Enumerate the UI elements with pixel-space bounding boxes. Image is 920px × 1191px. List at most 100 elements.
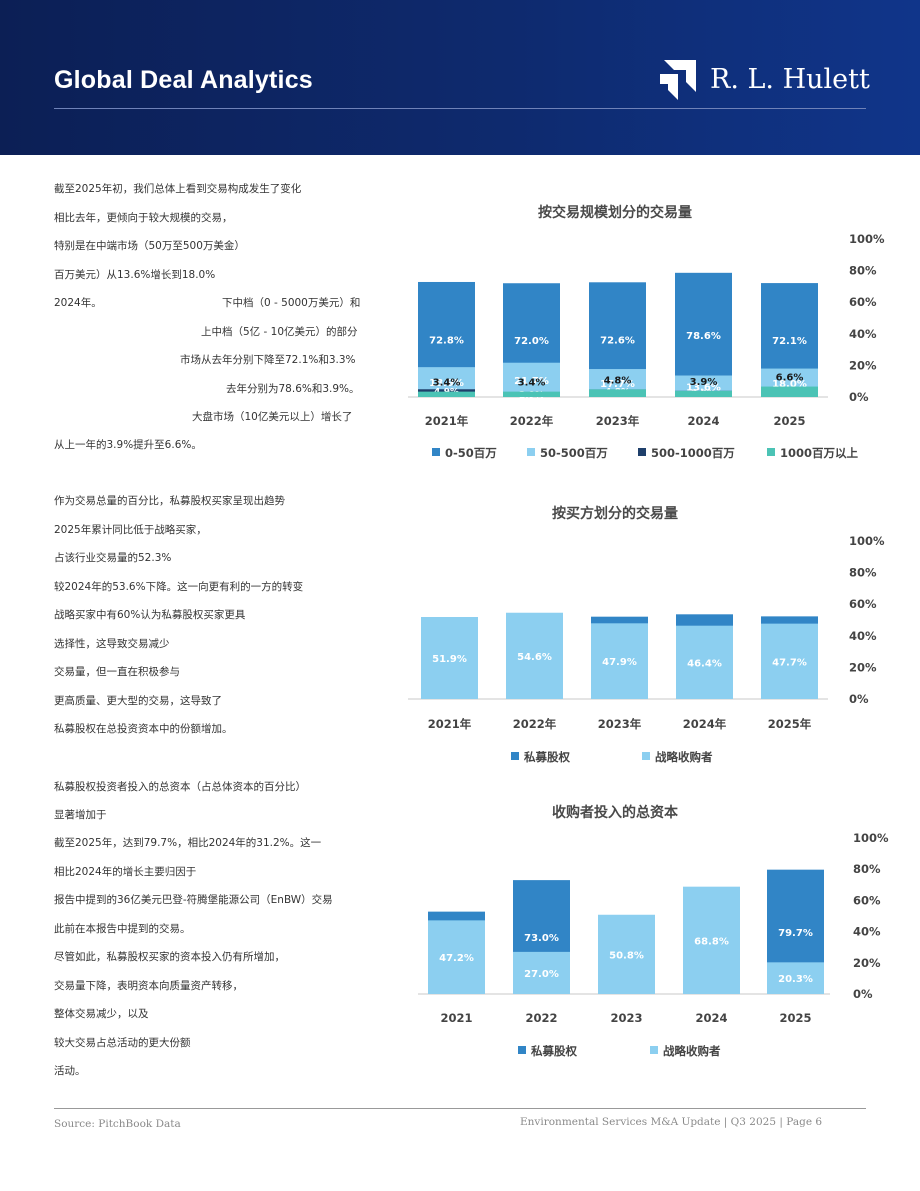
bar-value-label: 72.0% — [514, 336, 549, 347]
bar-segment — [761, 368, 818, 397]
paragraph-line: 上中档（5亿 - 10亿美元）的部分 — [201, 326, 358, 338]
bar-segment — [506, 612, 563, 699]
x-tick-label: 2024 — [695, 1011, 727, 1025]
bar-value-label: 78.6% — [686, 331, 721, 342]
bar-value-label: 4.8% — [604, 375, 632, 386]
legend-label: 私募股权 — [524, 750, 570, 764]
y-tick-label: 20% — [853, 956, 881, 970]
company-logo: R. L. Hulett — [658, 58, 870, 102]
bar-segment — [506, 627, 563, 699]
x-tick-label: 2021年 — [428, 717, 472, 731]
legend-label: 0-50百万 — [445, 446, 497, 460]
bar-value-label: 51.9% — [432, 654, 467, 665]
bar-segment — [761, 616, 818, 699]
legend-label: 1000百万以上 — [780, 446, 859, 460]
paragraph-line: 相比2024年的增长主要归因于 — [54, 866, 197, 878]
bar-segment — [675, 390, 732, 397]
y-tick-label: 0% — [853, 987, 873, 1001]
chart-title-capital-invested: 收购者投入的总资本 — [552, 805, 678, 821]
paragraph-line: 活动。 — [54, 1065, 86, 1077]
x-tick-label: 2022年 — [513, 717, 557, 731]
bar-value-label: 18.0% — [772, 379, 807, 390]
bar-segment — [503, 362, 560, 397]
y-tick-label: 80% — [853, 862, 881, 876]
paragraph-line: 私募股权在总投资资本中的份额增加。 — [54, 723, 233, 735]
bar-value-label: 21.7% — [514, 376, 549, 387]
paragraph-line: 2024年。 — [54, 297, 102, 309]
y-tick-label: 100% — [849, 232, 885, 246]
legend-swatch — [638, 448, 646, 456]
bar-segment — [598, 914, 655, 994]
bar-segment — [675, 390, 732, 397]
bar-value-label: 6.6% — [776, 373, 804, 384]
x-tick-label: 2024 — [687, 414, 719, 428]
bar-value-label: 31.2% — [694, 966, 729, 977]
paragraph-line: 作为交易总量的百分比，私募股权买家呈现出趋势 — [54, 495, 285, 507]
bar-value-label: 2.9% — [519, 390, 544, 400]
paragraph-line: 特别是在中端市场（50万至500万美金） — [54, 240, 245, 252]
legend-label: 50-500百万 — [540, 446, 608, 460]
paragraph-line: 显著增加于 — [54, 809, 107, 821]
bar-value-label: 3.9% — [790, 239, 815, 249]
bar-segment — [598, 917, 655, 994]
bar-segment — [683, 886, 740, 994]
bar-segment — [513, 951, 570, 994]
x-tick-label: 2023年 — [596, 414, 640, 428]
legend-swatch — [642, 752, 650, 760]
paragraph-line: 交易量，但一直在积极参与 — [54, 666, 180, 678]
bar-segment — [676, 614, 733, 699]
footer-divider — [54, 1108, 866, 1109]
x-tick-label: 2022 — [525, 1011, 557, 1025]
paragraph-line: 去年分别为78.6%和3.9%。 — [226, 383, 360, 395]
bar-segment — [761, 391, 818, 397]
legend-swatch — [511, 752, 519, 760]
bar-segment — [591, 616, 648, 699]
bar-segment — [418, 367, 475, 397]
y-tick-label: 0% — [849, 390, 869, 404]
legend-swatch — [650, 1046, 658, 1054]
paragraph-line: 相比去年，更倾向于较大规模的交易， — [54, 212, 233, 224]
paragraph-line: 大盘市场（10亿美元以上）增长了 — [192, 411, 353, 423]
bar-value-label: 4.8% — [605, 387, 630, 397]
bar-value-label: 54.6% — [517, 652, 552, 663]
y-tick-label: 40% — [853, 925, 881, 939]
x-tick-label: 2021年 — [425, 414, 469, 428]
bar-segment — [767, 962, 824, 994]
bar-segment — [591, 623, 648, 699]
bar-value-label: 47.7% — [772, 657, 807, 668]
paragraph-line: 选择性，这导致交易减少 — [54, 638, 170, 650]
bar-segment — [589, 389, 646, 397]
header-divider — [54, 108, 866, 109]
legend-label: 私募股权 — [531, 1044, 577, 1058]
bar-segment — [513, 880, 570, 994]
bar-value-label: 52.1% — [602, 654, 637, 665]
bar-value-label: 53.6% — [687, 653, 722, 664]
bar-value-label: 3.3% — [777, 390, 802, 400]
logo-wordmark: R. L. Hulett — [710, 64, 870, 95]
paragraph-line: 战略买家中有60%认为私募股权买家更具 — [54, 609, 246, 621]
bar-value-label: 3.9% — [690, 377, 718, 388]
y-tick-label: 20% — [849, 660, 877, 674]
paragraph-line: 截至2025年，达到79.7%，相比2024年的31.2%。这一 — [54, 837, 322, 849]
page-title: Global Deal Analytics — [54, 66, 313, 94]
bar-segment — [418, 389, 475, 397]
bar-segment — [428, 911, 485, 994]
bar-value-label: 52.8% — [439, 949, 474, 960]
paragraph-line: 占该行业交易量的52.3% — [54, 552, 172, 564]
bar-segment — [767, 869, 824, 994]
bar-segment — [675, 272, 732, 397]
bar-value-label: 3.4% — [518, 378, 546, 389]
bar-segment — [589, 389, 646, 397]
x-tick-label: 2025年 — [768, 717, 812, 731]
bar-value-label: 79.7% — [778, 928, 813, 939]
bar-value-label: 3.9% — [691, 389, 716, 399]
paragraph-line: 私募股权投资者投入的总资本（占总体资本的百分比） — [54, 781, 306, 793]
x-tick-label: 2025 — [779, 1011, 811, 1025]
y-tick-label: 0% — [849, 692, 869, 706]
x-tick-label: 2022年 — [510, 414, 554, 428]
bar-value-label: 73.0% — [524, 933, 559, 944]
paragraph-line: 较2024年的53.6%下降。这一向更有利的一方的转变 — [54, 581, 304, 593]
y-tick-label: 60% — [849, 295, 877, 309]
bar-value-label: 3.4% — [433, 378, 461, 389]
paragraph-line: 更高质量、更大型的交易，这导致了 — [54, 695, 222, 707]
